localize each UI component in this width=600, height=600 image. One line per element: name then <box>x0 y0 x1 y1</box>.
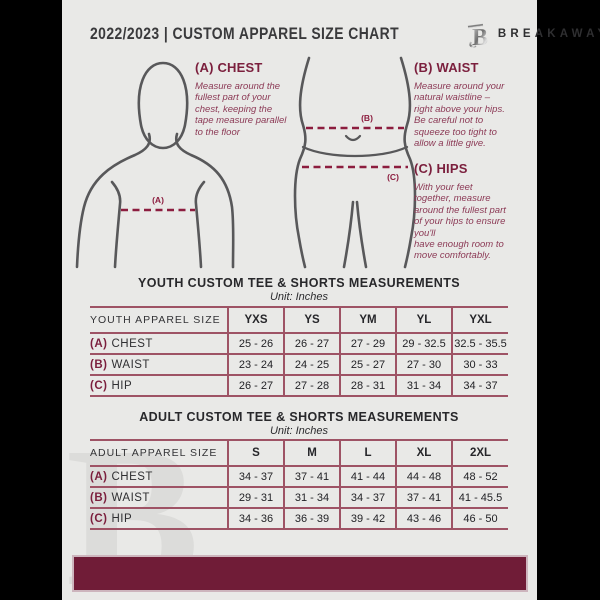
torso-diagram: (A) <box>75 61 235 269</box>
table-cell: 37 - 41 <box>283 466 340 488</box>
row-label: WAIST <box>111 358 150 371</box>
hips-guide-block: (C) HIPS With your feet together, measur… <box>414 161 542 262</box>
row-marker: (C) <box>90 379 108 392</box>
column-header: S <box>227 440 284 467</box>
column-header: ADULT APPAREL SIZE <box>90 440 228 467</box>
table-cell: 31 - 34 <box>395 375 452 397</box>
logo-letter: B <box>472 25 488 49</box>
table-cell: 28 - 31 <box>339 375 396 397</box>
table-cell: 46 - 50 <box>451 508 508 530</box>
hips-guide-text: With your feet together, measure around … <box>414 182 506 262</box>
size-chart-document: B 2022/2023 | CUSTOM APPAREL SIZE CHART <box>62 0 600 600</box>
table-row: (C) HIP 34 - 36 36 - 39 39 - 42 43 - 46 4… <box>90 508 508 530</box>
adult-table-title: ADULT CUSTOM TEE & SHORTS MEASUREMENTS <box>139 410 459 424</box>
footer-bar <box>72 555 528 592</box>
row-marker: (A) <box>90 337 108 350</box>
waist-guide-text: Measure around your natural waistline – … <box>414 81 505 149</box>
chest-guide-text: Measure around the fullest part of your … <box>195 81 287 138</box>
row-label: HIP <box>111 512 133 525</box>
table-cell: 31 - 34 <box>283 487 340 509</box>
table-cell: 43 - 46 <box>395 508 452 530</box>
table-row: (B) WAIST 29 - 31 31 - 34 34 - 37 37 - 41… <box>90 487 508 509</box>
row-label-cell: (A) CHEST <box>90 333 228 355</box>
chest-guide-block: (A) CHEST Measure around the fullest par… <box>195 60 315 138</box>
row-label: HIP <box>111 379 133 392</box>
table-cell: 34 - 37 <box>339 487 396 509</box>
table-row: (A) CHEST 25 - 26 26 - 27 27 - 29 29 - 32… <box>90 333 508 355</box>
table-cell: 26 - 27 <box>227 375 284 397</box>
table-row: (B) WAIST 23 - 24 24 - 25 25 - 27 27 - 30… <box>90 354 508 376</box>
row-marker: (A) <box>90 470 108 483</box>
column-header: YXL <box>451 307 508 334</box>
row-label-cell: (B) WAIST <box>90 354 228 376</box>
row-label: CHEST <box>111 470 153 483</box>
youth-table-title: YOUTH CUSTOM TEE & SHORTS MEASUREMENTS <box>138 276 460 290</box>
brand-name: BREAKAWAY <box>497 28 600 40</box>
table-cell: 25 - 27 <box>339 354 396 376</box>
youth-size-table: YOUTH APPAREL SIZE YXS YS YM YL YXL (A) C… <box>90 306 508 397</box>
table-cell: 26 - 27 <box>283 333 340 355</box>
row-marker: (C) <box>90 512 108 525</box>
hips-guide-heading: (C) HIPS <box>414 161 468 176</box>
adult-table-unit: Unit: Inches <box>269 425 329 437</box>
table-cell: 30 - 33 <box>451 354 508 376</box>
document-title: 2022/2023 | CUSTOM APPAREL SIZE CHART <box>90 24 400 43</box>
column-header: YXS <box>227 307 284 334</box>
table-cell: 41 - 45.5 <box>451 487 508 509</box>
table-cell: 29 - 31 <box>227 487 284 509</box>
hips-marker-label: (C) <box>387 172 399 182</box>
column-header: YL <box>395 307 452 334</box>
table-cell: 39 - 42 <box>339 508 396 530</box>
table-cell: 27 - 28 <box>283 375 340 397</box>
table-cell: 48 - 52 <box>451 466 508 488</box>
youth-table-header-row: YOUTH APPAREL SIZE YXS YS YM YL YXL <box>90 307 508 334</box>
table-cell: 23 - 24 <box>227 354 284 376</box>
row-marker: (B) <box>90 491 108 504</box>
column-header: YOUTH APPAREL SIZE <box>90 307 228 334</box>
table-cell: 32.5 - 35.5 <box>451 333 508 355</box>
youth-table-unit: Unit: Inches <box>269 291 329 303</box>
table-cell: 29 - 32.5 <box>395 333 452 355</box>
table-cell: 27 - 29 <box>339 333 396 355</box>
column-header: XL <box>395 440 452 467</box>
table-cell: 37 - 41 <box>395 487 452 509</box>
row-label: WAIST <box>111 491 150 504</box>
row-label-cell: (C) HIP <box>90 508 228 530</box>
waist-guide-block: (B) WAIST Measure around your natural wa… <box>414 60 540 149</box>
table-cell: 27 - 30 <box>395 354 452 376</box>
waist-guide-heading: (B) WAIST <box>414 60 479 75</box>
breakaway-logo-icon: B <box>467 23 488 49</box>
table-row: (A) CHEST 34 - 37 37 - 41 41 - 44 44 - 48… <box>90 466 508 488</box>
column-header: YS <box>283 307 340 334</box>
table-cell: 36 - 39 <box>283 508 340 530</box>
column-header: YM <box>339 307 396 334</box>
row-label-cell: (C) HIP <box>90 375 228 397</box>
row-label-cell: (A) CHEST <box>90 466 228 488</box>
row-label: CHEST <box>111 337 153 350</box>
column-header: 2XL <box>451 440 508 467</box>
table-cell: 41 - 44 <box>339 466 396 488</box>
adult-table-header-row: ADULT APPAREL SIZE S M L XL 2XL <box>90 440 508 467</box>
adult-size-table: ADULT APPAREL SIZE S M L XL 2XL (A) CHEST… <box>90 439 508 530</box>
column-header: M <box>283 440 340 467</box>
row-label-cell: (B) WAIST <box>90 487 228 509</box>
table-cell: 25 - 26 <box>227 333 284 355</box>
brand-lockup: B BREAKAWAY <box>467 19 600 49</box>
table-cell: 34 - 36 <box>227 508 284 530</box>
waist-marker-label: (B) <box>361 113 373 123</box>
row-marker: (B) <box>90 358 108 371</box>
table-cell: 24 - 25 <box>283 354 340 376</box>
lower-body-diagram: (B) (C) <box>293 56 417 269</box>
table-cell: 34 - 37 <box>451 375 508 397</box>
table-row: (C) HIP 26 - 27 27 - 28 28 - 31 31 - 34 3… <box>90 375 508 397</box>
chest-marker-label: (A) <box>152 195 164 205</box>
table-cell: 44 - 48 <box>395 466 452 488</box>
table-cell: 34 - 37 <box>227 466 284 488</box>
column-header: L <box>339 440 396 467</box>
chest-guide-heading: (A) CHEST <box>195 60 263 75</box>
document-header: 2022/2023 | CUSTOM APPAREL SIZE CHART B <box>90 20 600 49</box>
